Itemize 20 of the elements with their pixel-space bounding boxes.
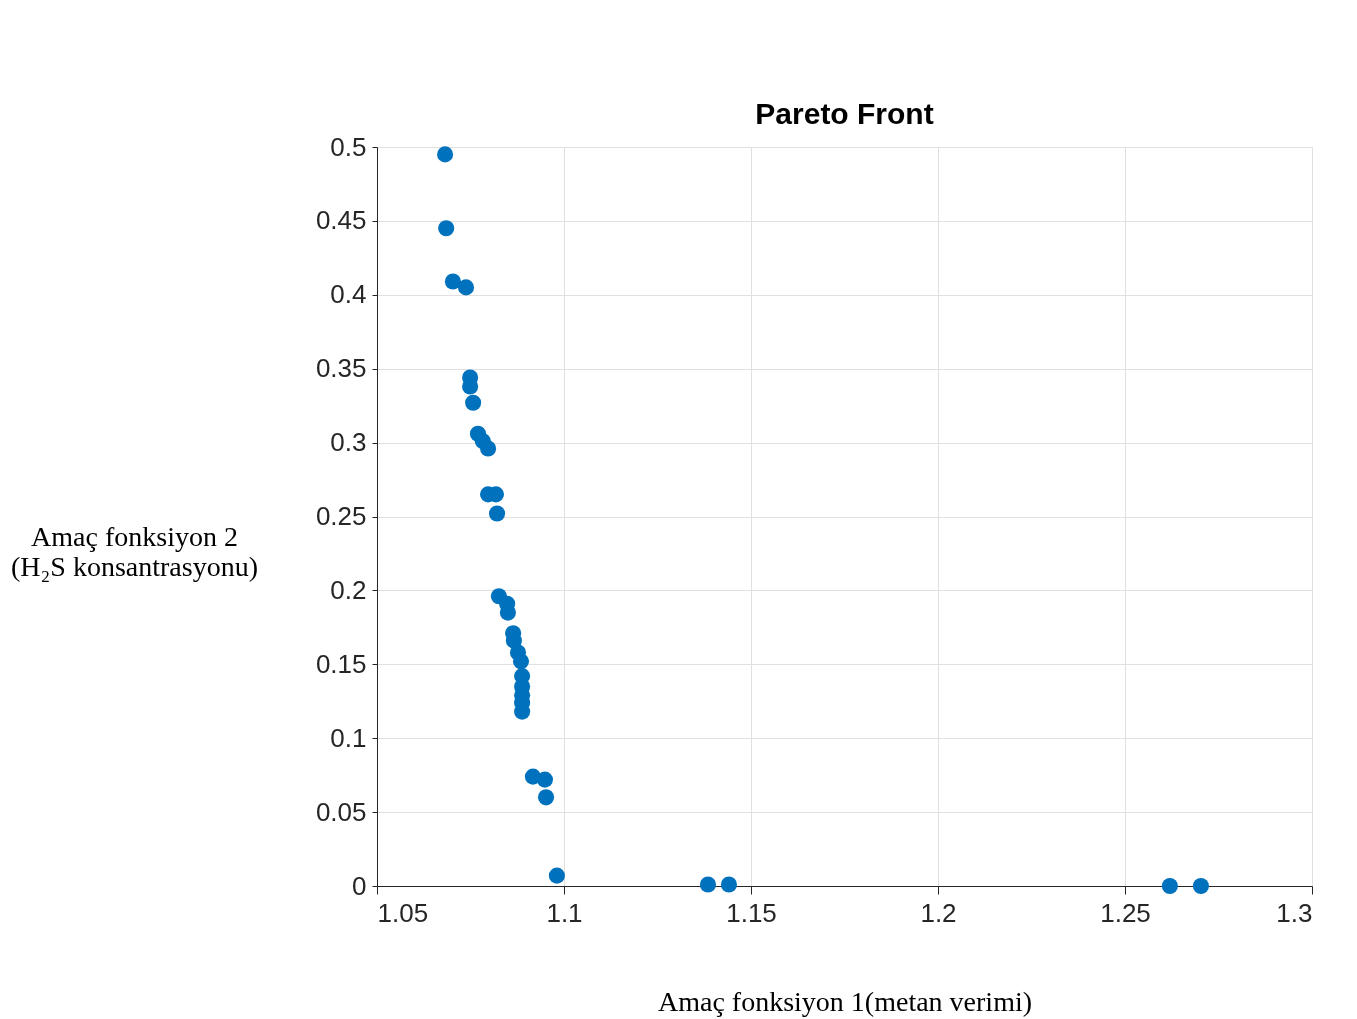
- x-tick-label: 1.15: [726, 897, 777, 928]
- y-tick-label: 0.2: [330, 574, 367, 605]
- x-tick-label: 1.05: [377, 897, 429, 928]
- y-tick-label: 0.1: [330, 722, 367, 753]
- x-tick-label: 1.25: [1100, 897, 1151, 928]
- chart-title: Pareto Front: [755, 97, 934, 130]
- y-tick-label: 0.5: [330, 131, 367, 162]
- y-tick-label: 0.05: [315, 796, 367, 827]
- x-tick-label: 1.2: [920, 897, 957, 928]
- y-tick-label: 0.45: [315, 205, 367, 236]
- y-tick-label: 0: [352, 870, 367, 901]
- y-tick-label: 0.35: [315, 353, 367, 384]
- x-axis-title: Amaç fonksiyon 1(metan verimi): [657, 985, 1033, 1017]
- y-tick-label: 0.25: [315, 501, 367, 531]
- y-tick-label: 0.4: [330, 279, 367, 310]
- x-tick-label: 1.1: [546, 897, 583, 928]
- x-tick-label: 1.3: [1276, 897, 1313, 928]
- y-axis-title: Amaç fonksiyon 2 (H₂S konsantrasyonu): [11, 520, 258, 582]
- y-tick-label: 0.15: [315, 648, 367, 679]
- y-tick-label: 0.3: [330, 427, 367, 458]
